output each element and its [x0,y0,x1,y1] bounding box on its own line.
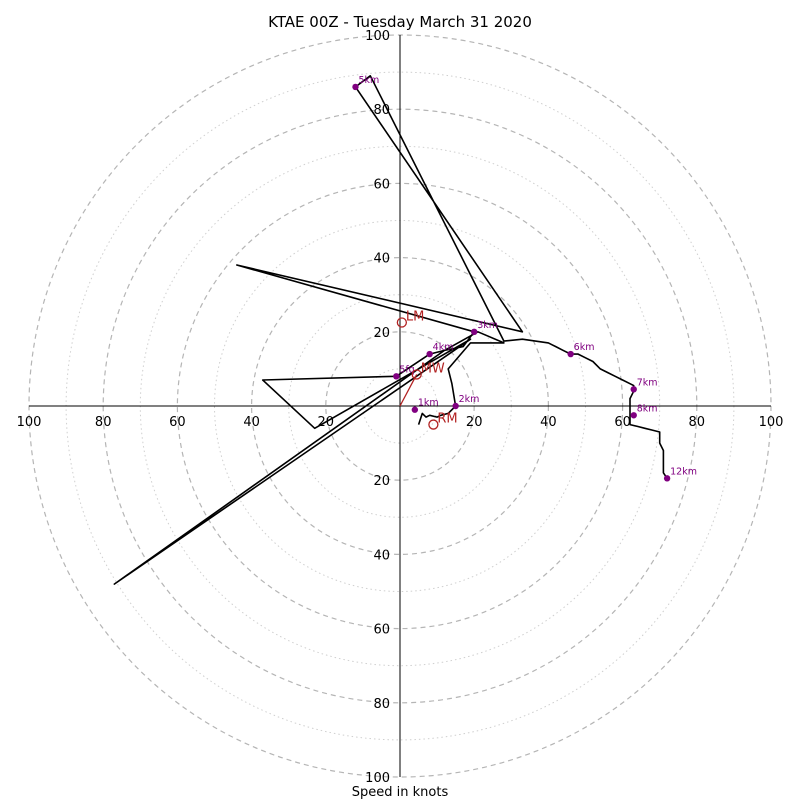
height-marker-label: 5km [358,75,379,86]
height-marker-label: 7km [637,377,658,388]
height-marker: 1km [411,398,439,413]
storm-motion-marker: LM [396,310,424,328]
y-tick-label: 80 [373,697,390,712]
height-marker: 5km [352,75,379,91]
x-tick-label: 60 [614,415,631,430]
height-markers: 1km 2km 3km 4km 5km 5fq 6km 7km 8km 12km [352,75,697,482]
height-marker-dot [352,83,359,91]
hodograph-line [113,75,668,585]
storm-motion-circle [428,419,439,430]
height-marker: 4km [426,342,454,358]
height-marker-dot [452,402,459,410]
storm-motion-label: LM [406,310,424,325]
height-marker: 7km [630,377,658,393]
y-tick-label: 100 [365,29,390,44]
x-tick-label: 80 [95,415,112,430]
mean-wind-vector [399,374,418,407]
height-marker: 12km [663,466,697,482]
height-marker-label: 8km [637,403,658,414]
hodograph-trace [113,75,668,585]
height-marker-dot [663,475,671,482]
storm-motion-label: MW [421,361,445,376]
height-marker-dot [426,350,433,358]
x-tick-label: 80 [689,415,706,430]
storm-motion-marker: MW [411,361,445,380]
height-marker: 3km [471,320,498,335]
height-marker-dot [393,373,400,380]
x-tick-label: 40 [243,415,260,430]
height-marker-dot [630,386,637,393]
tick-labels: 100 80 60 40 20 20 40 60 80 100204060801002040608… [17,29,784,786]
y-tick-label: 40 [373,252,390,267]
x-tick-label: 100 [759,415,784,430]
height-marker-label: 3km [477,320,498,331]
x-tick-label: 20 [466,415,483,430]
x-tick-label: 100 [17,415,42,430]
y-tick-label: 20 [373,326,390,341]
y-tick-label: 40 [373,548,390,563]
height-marker-dot [471,328,478,335]
y-tick-label: 60 [373,623,390,638]
chart-title: KTAE 00Z - Tuesday March 31 2020 [268,13,532,31]
height-marker-label: 5fq [399,364,414,375]
x-axis-label: Speed in knots [352,785,449,800]
height-marker-label: 6km [574,342,595,353]
y-tick-label: 60 [373,177,390,192]
height-marker: 6km [567,342,595,358]
y-tick-label: 20 [373,474,390,489]
storm-motion-label: RM [437,412,457,427]
height-marker-label: 1km [418,398,439,409]
x-tick-label: 60 [169,415,186,430]
storm-motion-circle [396,317,408,328]
height-marker: 8km [630,403,658,419]
storm-motion-marker: RM [428,412,458,430]
height-marker-dot [411,406,419,413]
y-tick-label: 100 [365,771,390,786]
storm-motion-circle [411,369,422,380]
height-marker-label: 12km [670,466,697,477]
height-marker: 2km [452,394,480,410]
height-marker-dot [567,350,574,358]
x-tick-label: 40 [540,415,557,430]
height-marker-label: 2km [459,394,480,405]
height-marker-dot [630,412,637,419]
height-marker: 5fq [393,364,415,380]
storm-motions: LM RM MW [396,310,458,430]
height-marker-label: 4km [433,342,454,353]
